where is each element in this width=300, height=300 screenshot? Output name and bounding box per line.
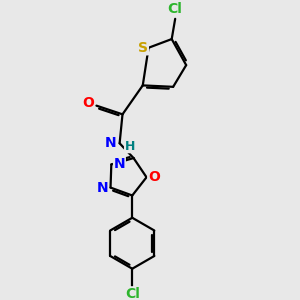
Text: S: S bbox=[138, 41, 148, 55]
Text: H: H bbox=[124, 140, 135, 153]
Text: N: N bbox=[97, 181, 108, 195]
Text: Cl: Cl bbox=[125, 287, 140, 300]
Text: O: O bbox=[148, 170, 160, 184]
Text: N: N bbox=[114, 158, 125, 171]
Text: N: N bbox=[105, 136, 117, 150]
Text: O: O bbox=[82, 96, 94, 110]
Text: Cl: Cl bbox=[168, 2, 183, 16]
